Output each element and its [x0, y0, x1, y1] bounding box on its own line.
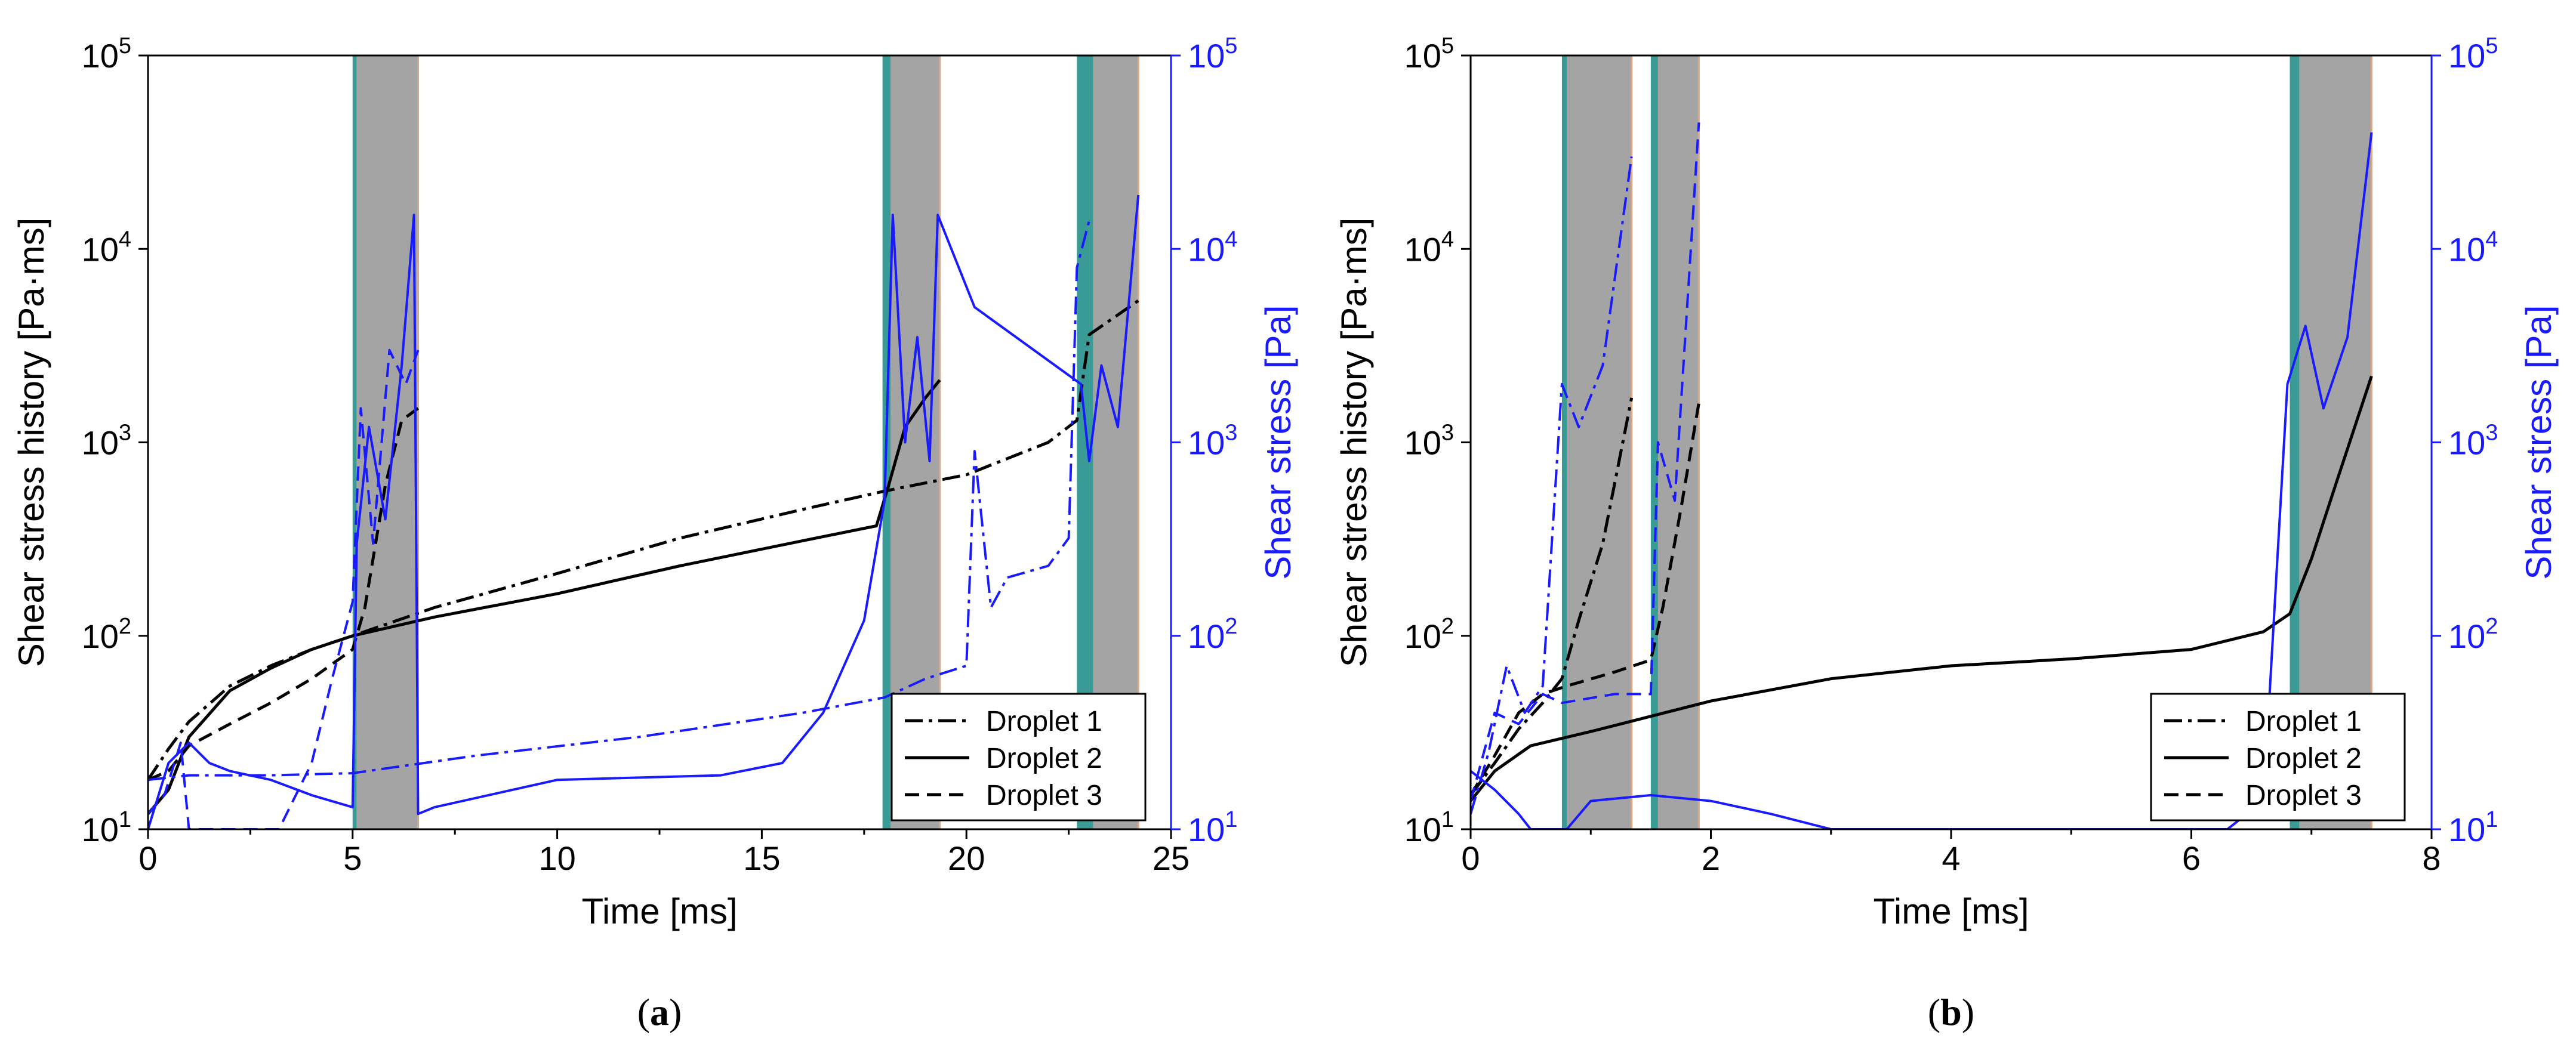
panel-b-legend-label-1: Droplet 1 [2245, 706, 2362, 737]
panel-b-series-droplet-1-shear-stress [1471, 156, 1633, 814]
panel-a-legend-label-3: Droplet 3 [986, 780, 1102, 811]
panel-b-x-tick-label: 0 [1461, 839, 1480, 877]
panel-b-gray-band-1 [1567, 55, 1632, 829]
panel-b-legend-label-2: Droplet 2 [2245, 743, 2362, 774]
panel-a-x-axis-label: Time [ms] [581, 891, 737, 931]
panel-a-x-tick-label: 5 [343, 839, 362, 877]
panel-b-x-tick-label: 4 [1942, 839, 1960, 877]
panel-a-x-tick-label: 10 [538, 839, 575, 877]
panel-a-series-droplet-3-shear-stress [148, 348, 420, 829]
panel-a-series-droplet-2-shear-stress [148, 194, 1140, 829]
panel-a-x-tick-label: 25 [1153, 839, 1190, 877]
panel-b-teal-band-2 [1650, 55, 1658, 829]
panel-b-x-tick-label: 6 [2182, 839, 2201, 877]
panel-a-series-droplet-1 [148, 299, 1139, 781]
panel-a-legend-label-1: Droplet 1 [986, 706, 1102, 737]
panel-a-series-droplet-1-shear-stress [148, 220, 1090, 782]
panel-b-right-y-tick-label: 101 [2448, 807, 2498, 848]
panel-a-x-tick-label: 20 [948, 839, 985, 877]
panel-b-gray-band-2 [1657, 55, 1699, 829]
panel-b-series-droplet-3-shear-stress [1471, 122, 1700, 802]
panel-a-gray-band-1 [356, 55, 418, 829]
panel-b-series-droplet-2-shear-stress [1471, 132, 2373, 829]
panel-a-caption-letter: a [650, 991, 669, 1033]
panel-b-caption-letter: b [1940, 991, 1962, 1033]
panel-b-teal-band-3 [2290, 55, 2300, 829]
panel-b-series-droplet-1 [1471, 397, 1634, 796]
panel-b-series-droplet-2 [1471, 375, 2373, 802]
panel-a-teal-band-1 [352, 55, 357, 829]
panel-a-x-tick-label: 15 [743, 839, 780, 877]
panel-a-left-y-tick-label: 102 [82, 614, 131, 655]
panel-b-x-tick-label: 8 [2422, 839, 2441, 877]
panel-b-right-y-axis-label: Shear stress [Pa] [2519, 305, 2559, 579]
panel-b-left-y-axis-label: Shear stress history [Pa·ms] [1334, 218, 1374, 668]
panel-a-right-y-tick-label: 105 [1188, 33, 1237, 75]
panel-a-legend-label-2: Droplet 2 [986, 743, 1102, 774]
panel-a-series-droplet-2 [148, 379, 941, 815]
panel-b-x-axis-label: Time [ms] [1873, 891, 2029, 931]
panel-b-teal-band-1 [1561, 55, 1567, 829]
panel-b-legend: Droplet 1 Droplet 2 Droplet 3 [2150, 693, 2406, 821]
panel-a-caption: (a) [637, 991, 682, 1033]
panel-a-legend: Droplet 1 Droplet 2 Droplet 3 [890, 693, 1147, 821]
panel-b-series-droplet-3 [1471, 402, 1700, 796]
panel-b-caption: (b) [1928, 991, 1974, 1033]
panel-a-right-y-axis-label: Shear stress [Pa] [1258, 305, 1298, 579]
panel-b-legend-label-3: Droplet 3 [2245, 780, 2362, 811]
panel-a-x-tick-label: 0 [138, 839, 157, 877]
panel-a-left-y-axis-label: Shear stress history [Pa·ms] [11, 218, 51, 668]
panel-b-x-tick-label: 2 [1702, 839, 1720, 877]
